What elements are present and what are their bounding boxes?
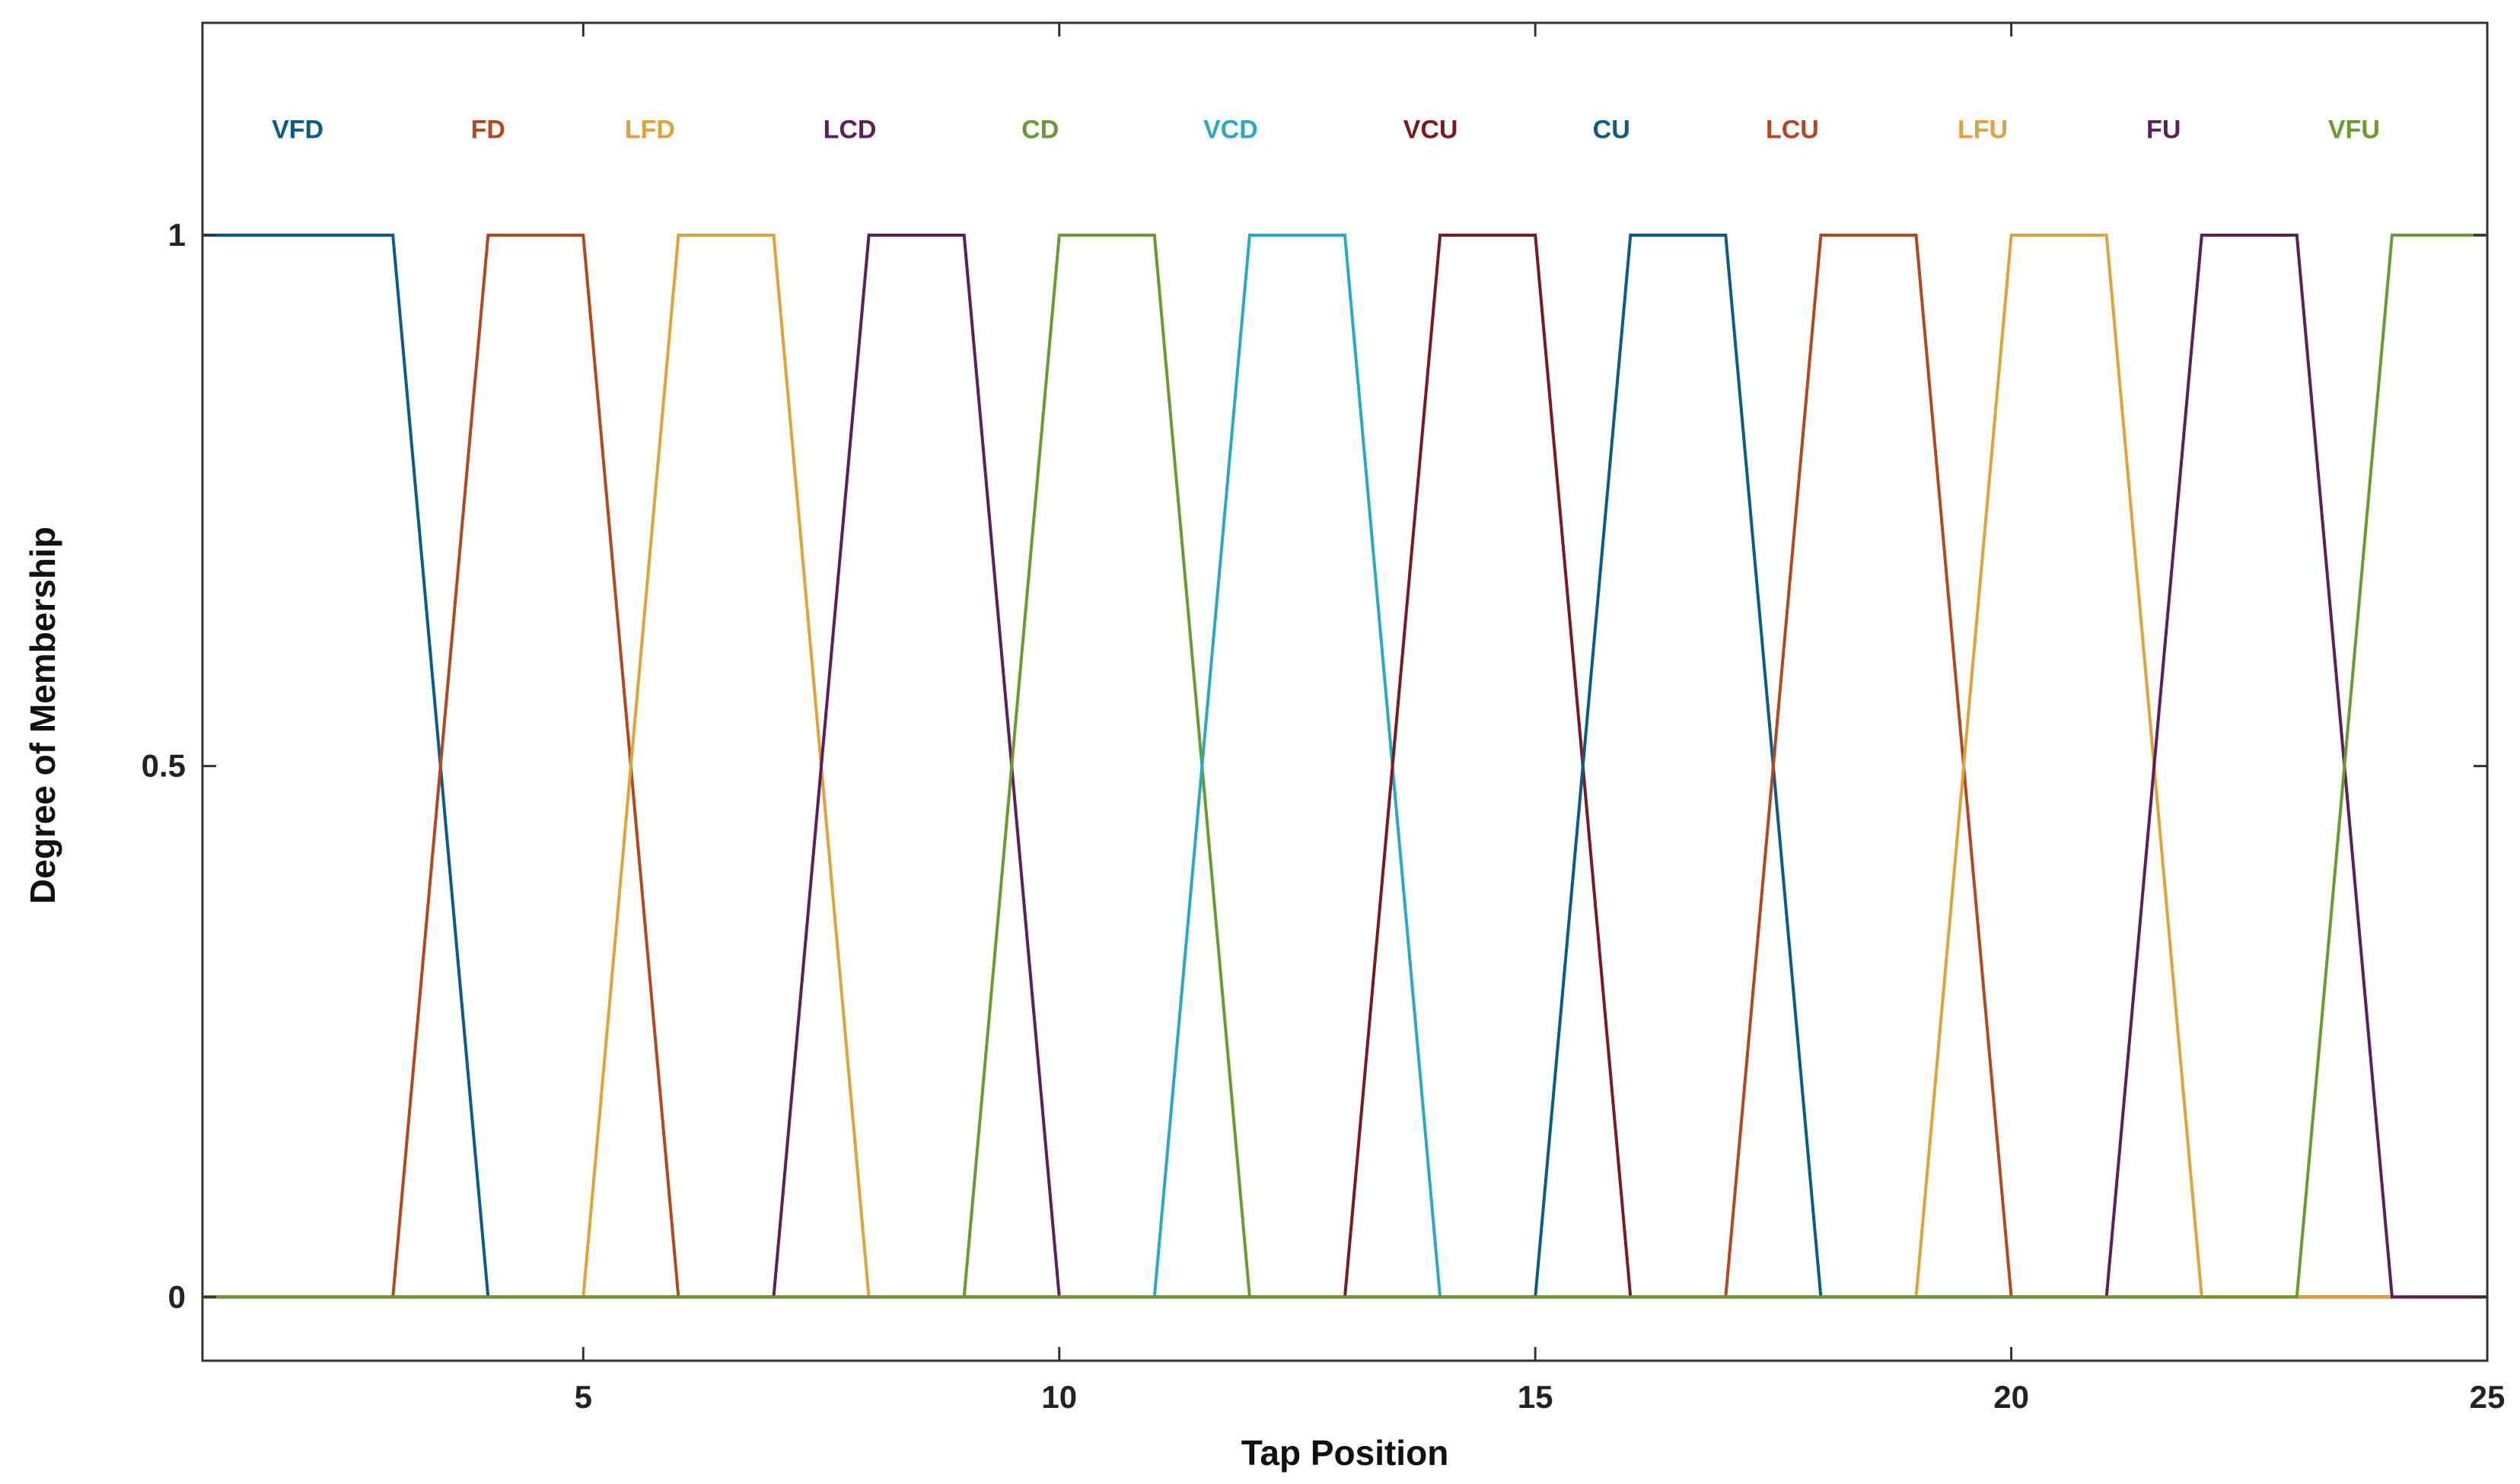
ticks-layer: 5 10 15 20 25 0 0.5 1: [142, 23, 2506, 1415]
membership-label-lcu: LCU: [1766, 116, 1819, 145]
y-tick-label: 0.5: [142, 748, 186, 784]
membership-label-vfd: VFD: [272, 116, 323, 145]
x-tick-label: 20: [1993, 1379, 2029, 1415]
membership-label-cu: CU: [1593, 116, 1630, 145]
membership-labels: VFD FD LFD LCD CD VCD VCU CU LCU LFU FU VFU: [272, 116, 2380, 145]
x-tick-label: 15: [1518, 1379, 1553, 1415]
membership-label-lfd: LFD: [625, 116, 675, 145]
membership-label-lcd: LCD: [824, 116, 877, 145]
x-tick-label: 25: [2470, 1379, 2506, 1415]
membership-label-vfu: VFU: [2328, 116, 2380, 145]
plot-frame: [201, 21, 2489, 1362]
x-axis-title: Tap Position: [1241, 1433, 1449, 1473]
series-line-vfu: [202, 234, 2487, 1299]
y-axis-title: Degree of Membership: [23, 527, 62, 904]
membership-label-vcd: VCD: [1203, 116, 1258, 145]
membership-label-lfu: LFU: [1958, 116, 2008, 145]
membership-label-cd: CD: [1021, 116, 1059, 145]
x-tick-label: 10: [1041, 1379, 1077, 1415]
y-tick-label: 1: [168, 217, 186, 253]
membership-label-fd: FD: [471, 116, 505, 145]
x-tick-label: 5: [575, 1379, 592, 1415]
membership-label-fu: FU: [2146, 116, 2181, 145]
membership-label-vcu: VCU: [1403, 116, 1458, 145]
y-tick-label: 0: [168, 1279, 186, 1314]
series-layer: [202, 234, 2487, 1299]
